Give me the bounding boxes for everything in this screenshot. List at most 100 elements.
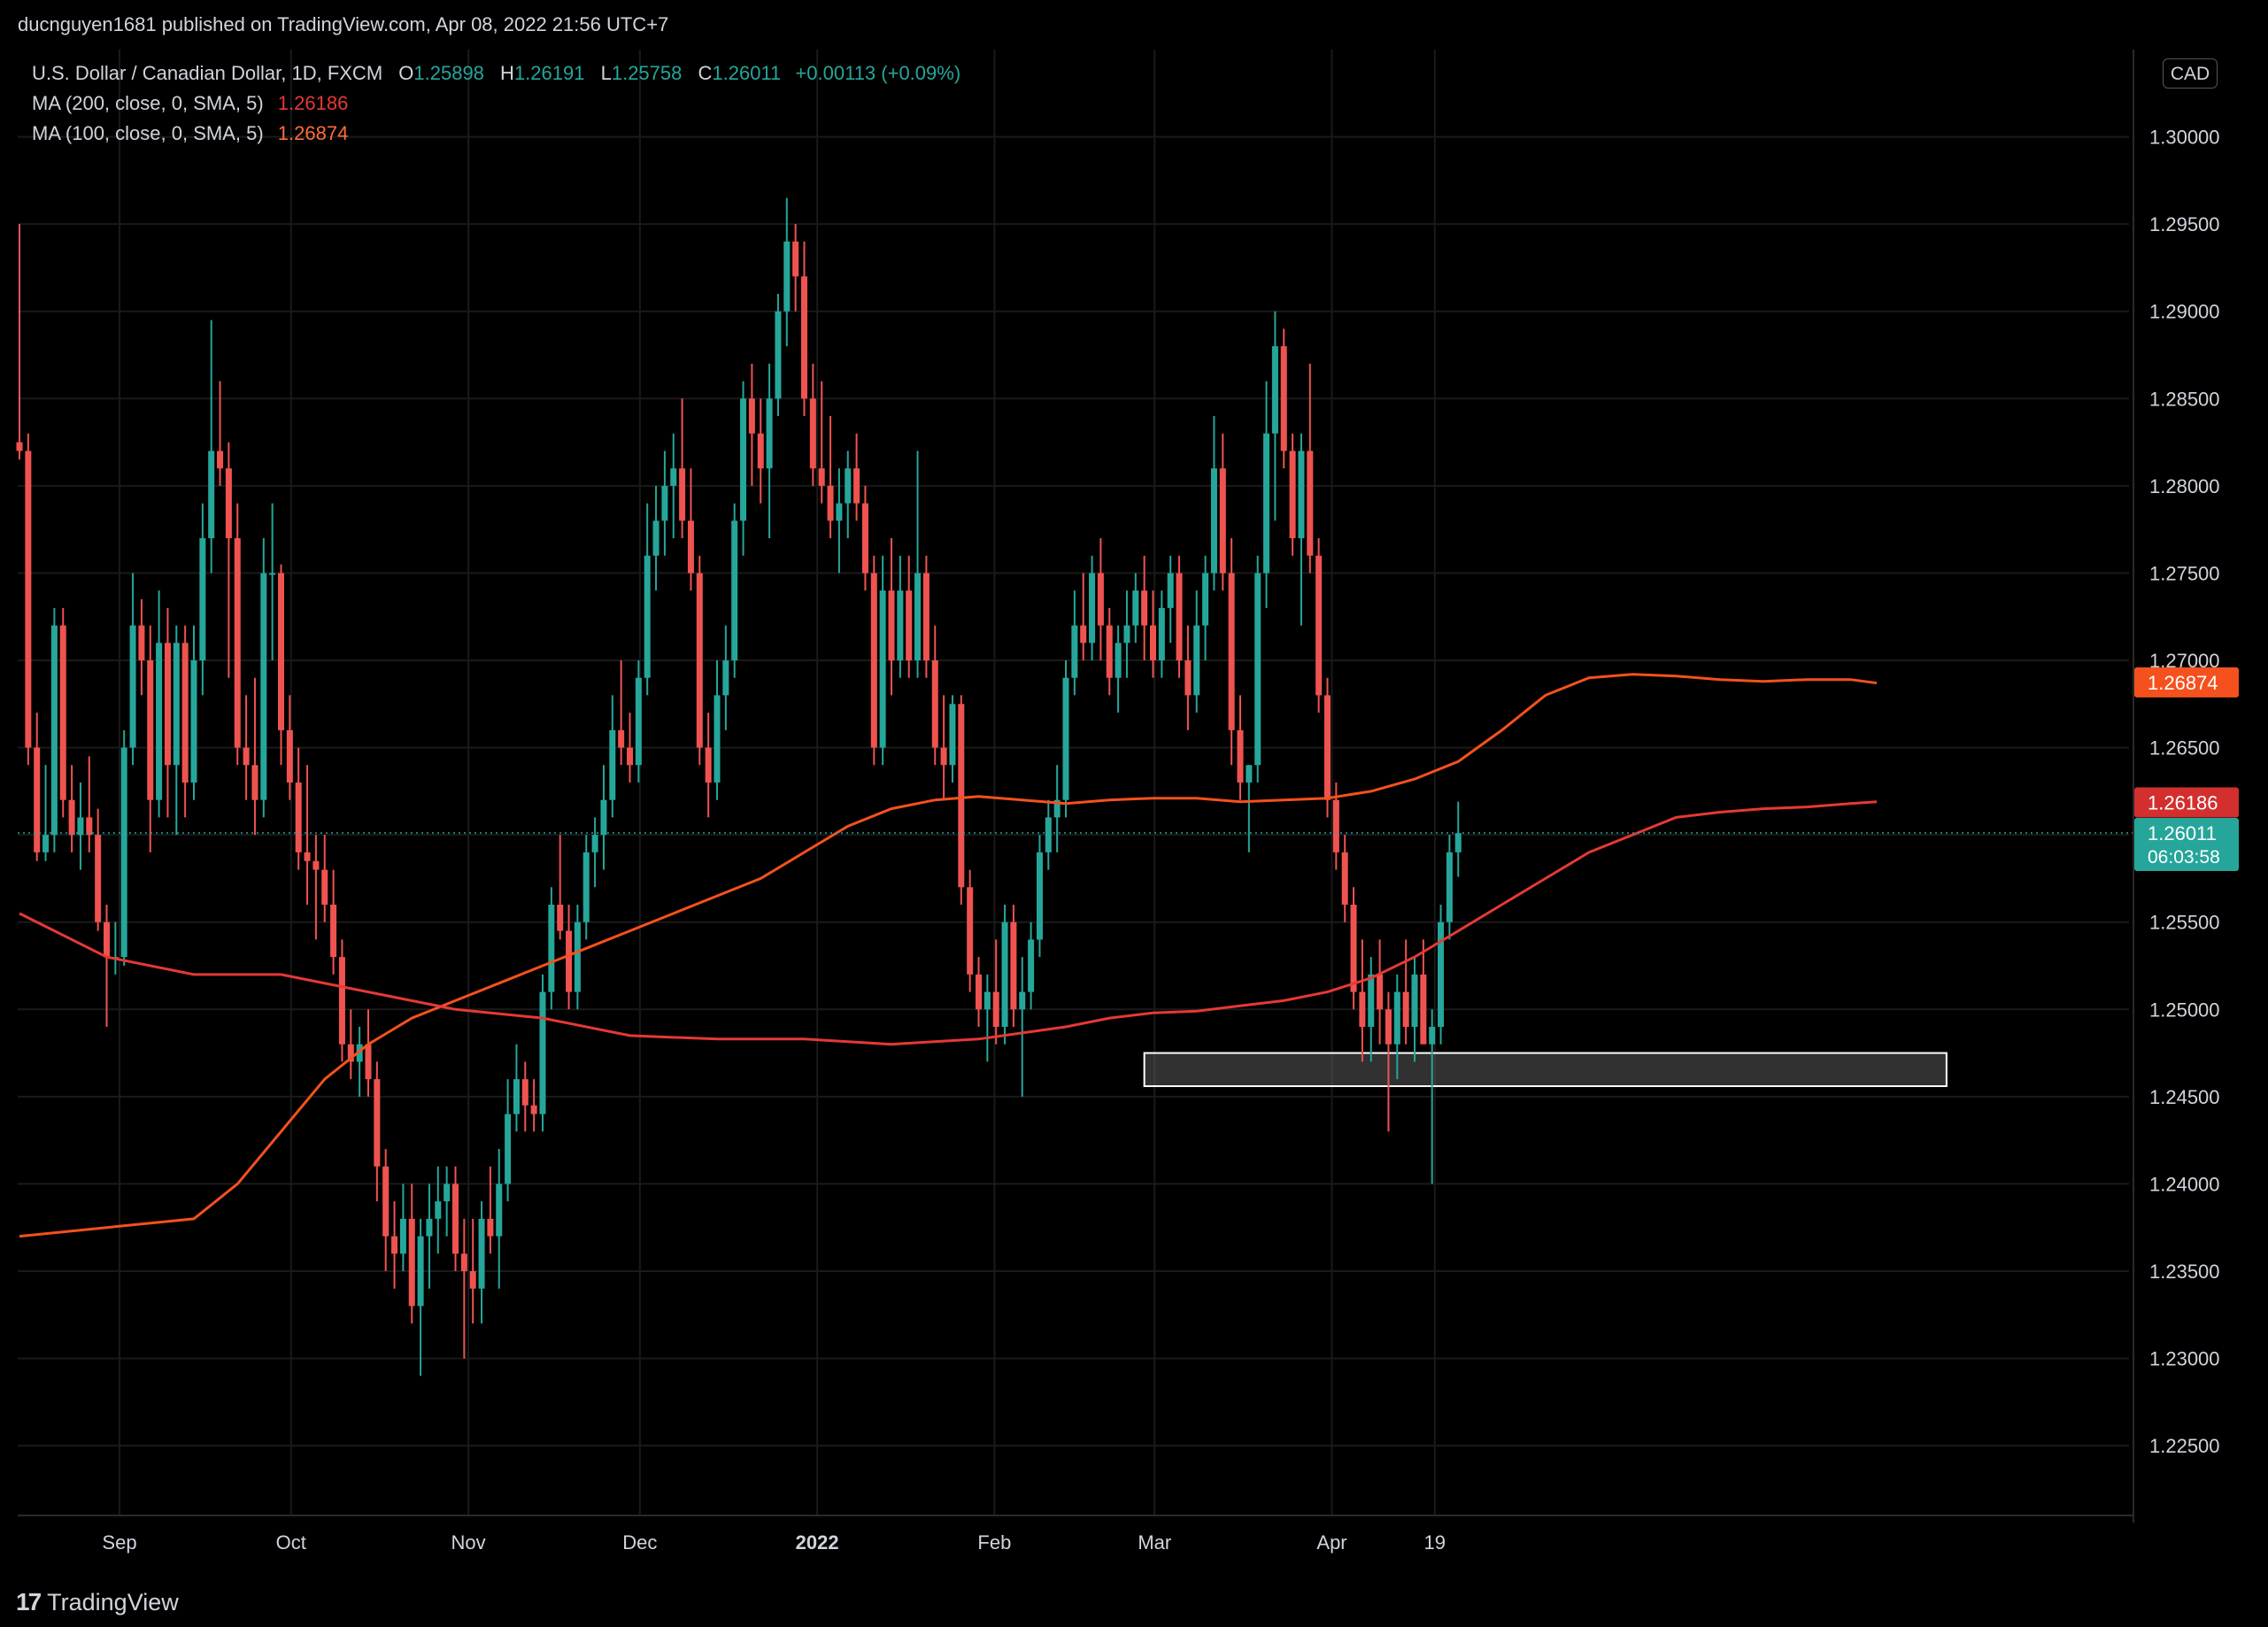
candle-body [1359, 991, 1366, 1027]
candle-body [521, 1079, 528, 1106]
candle-body [225, 468, 232, 538]
candle-body [487, 1218, 494, 1237]
candle-body [1115, 643, 1122, 678]
y-tick-label: 1.29000 [2149, 301, 2220, 323]
candle-body [68, 799, 75, 836]
candle-body [1307, 451, 1314, 556]
candle-body [609, 729, 616, 800]
candle-body [992, 991, 999, 1027]
ma100-value: 1.26874 [277, 122, 349, 144]
candle-body [278, 573, 284, 730]
candle-body [1036, 852, 1043, 940]
candle-body [1228, 573, 1235, 730]
x-tick-label: Nov [451, 1531, 485, 1554]
footer-bar: 17 TradingView [0, 1577, 2268, 1627]
tradingview-mark-icon: 17 [16, 1588, 42, 1615]
y-tick-label: 1.23500 [2149, 1261, 2220, 1283]
publisher-bar: ducnguyen1681 published on TradingView.c… [0, 0, 2268, 50]
ma200-row[interactable]: MA (200, close, 0, SMA, 5) 1.26186 [32, 89, 960, 119]
candle-body [120, 747, 127, 958]
change-value: +0.00113 (+0.09%) [795, 62, 961, 84]
price-label-text: 1.26186 [2148, 791, 2218, 814]
candle-body [1280, 346, 1287, 451]
y-tick-label: 1.25000 [2149, 999, 2220, 1021]
candle-body [1193, 625, 1200, 696]
candle-body [1341, 852, 1348, 905]
candle-body [1080, 625, 1087, 644]
candle-body [940, 747, 947, 766]
price-label-text: 1.26874 [2148, 672, 2218, 694]
candle-body [330, 905, 337, 958]
candle-body [260, 573, 267, 800]
candle-body [705, 747, 712, 783]
candle-body [1246, 765, 1253, 783]
candle-body [914, 573, 922, 660]
candle-body [1001, 921, 1008, 1027]
candle-body [976, 974, 982, 1010]
candle-body [888, 590, 895, 660]
candle-body [879, 590, 886, 748]
candle-body [77, 817, 84, 836]
candle-body [1393, 991, 1400, 1045]
y-tick-label: 1.28500 [2149, 388, 2220, 410]
candle-body [95, 835, 102, 922]
candle-body [208, 451, 215, 538]
axes: 1.30000 1.29500 1.29000 1.28500 1.28000 1.275… [18, 50, 2220, 1554]
candle-body [1167, 573, 1174, 608]
candle-body [513, 1079, 520, 1114]
candle-body [347, 1044, 354, 1062]
candle-body [967, 887, 974, 975]
candle-body [147, 660, 154, 800]
candle-body [1402, 991, 1409, 1027]
price-label-box [2134, 817, 2239, 871]
candle-body [496, 1184, 503, 1237]
x-tick-label: Dec [622, 1531, 657, 1554]
candle-body [391, 1236, 398, 1254]
ma100-line [19, 673, 1878, 1238]
candle-body [922, 573, 930, 660]
candle-body [1385, 1009, 1392, 1045]
candle-body [173, 643, 180, 766]
candle-body [1438, 921, 1445, 1027]
tradingview-logo[interactable]: 17 TradingView [16, 1588, 179, 1616]
y-tick-label: 1.24000 [2149, 1173, 2220, 1195]
publisher-text: ducnguyen1681 published on TradingView.c… [18, 13, 669, 35]
support-zone-rect [1143, 1052, 1948, 1088]
candle-body [1324, 695, 1331, 800]
candle-body [1298, 451, 1305, 538]
candle-body [59, 625, 66, 800]
candle-body [679, 468, 686, 521]
candle-body [417, 1236, 424, 1307]
candle-body [138, 625, 145, 660]
candle-body [286, 729, 293, 783]
symbol-row[interactable]: U.S. Dollar / Canadian Dollar, 1D, FXCM … [32, 58, 960, 89]
candles [16, 197, 1462, 1376]
ma100-row[interactable]: MA (100, close, 0, SMA, 5) 1.26874 [32, 119, 960, 149]
candle-body [574, 921, 581, 992]
candle-body [129, 625, 136, 748]
candle-body [1254, 573, 1261, 766]
candle-body [104, 921, 110, 958]
candle-body [870, 573, 877, 748]
candle-body [399, 1218, 406, 1254]
candle-body [321, 869, 328, 905]
candle-body [897, 590, 904, 660]
candle-body [757, 433, 764, 469]
candle-body [670, 468, 677, 486]
open-key: O [398, 62, 414, 84]
candle-body [478, 1218, 485, 1289]
x-tick-label: 19 [1424, 1531, 1446, 1554]
x-tick-label: Oct [276, 1531, 306, 1554]
candle-body [1053, 799, 1061, 818]
candle-body [722, 660, 729, 696]
candle-body [1315, 555, 1323, 696]
high-value: 1.26191 [513, 62, 585, 84]
candle-body [1132, 590, 1139, 626]
x-tick-label: Feb [977, 1531, 1011, 1554]
candle-body [382, 1166, 390, 1237]
candle-body [251, 765, 258, 800]
candle-body [731, 520, 738, 660]
grid-lines [18, 50, 2129, 1515]
currency-button[interactable]: CAD [2163, 58, 2218, 89]
